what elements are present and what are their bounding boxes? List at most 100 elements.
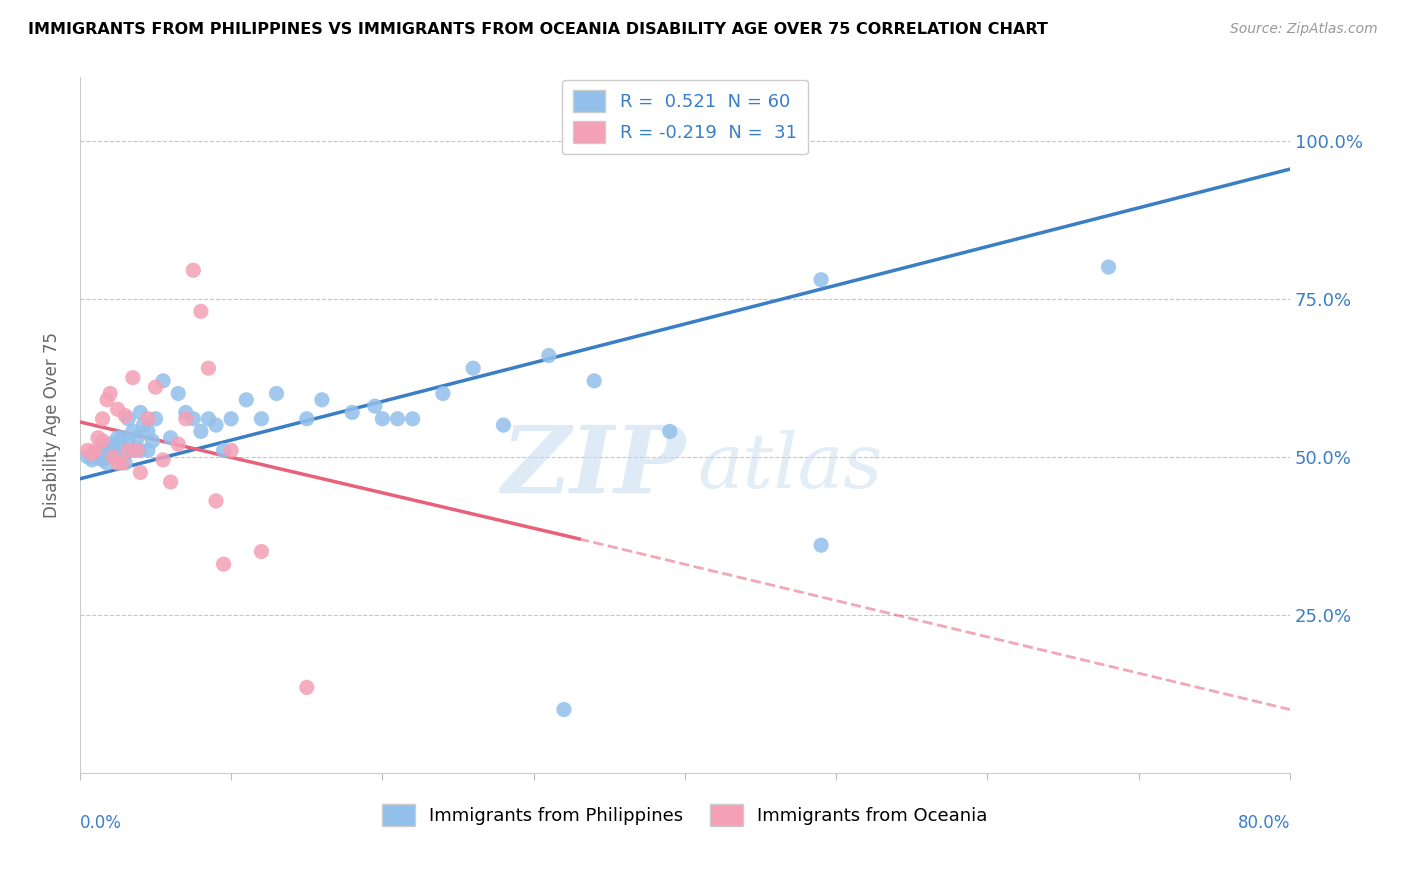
Point <box>111 431 134 445</box>
Point <box>91 453 114 467</box>
Point <box>266 386 288 401</box>
Point <box>91 411 114 425</box>
Point <box>190 425 212 439</box>
Point <box>212 443 235 458</box>
Point <box>295 681 318 695</box>
Point <box>98 443 121 458</box>
Point <box>152 453 174 467</box>
Point <box>117 411 139 425</box>
Point <box>250 411 273 425</box>
Point <box>463 361 485 376</box>
Point <box>76 443 98 458</box>
Point <box>250 544 273 558</box>
Point <box>658 425 681 439</box>
Point <box>197 361 219 376</box>
Point <box>492 418 515 433</box>
Point <box>235 392 257 407</box>
Point <box>91 443 114 458</box>
Point <box>152 374 174 388</box>
Point <box>96 446 118 460</box>
Point <box>121 425 143 439</box>
Point <box>114 446 136 460</box>
Point <box>181 263 204 277</box>
Point <box>136 425 159 439</box>
Text: 0.0%: 0.0% <box>80 814 122 832</box>
Point <box>810 273 832 287</box>
Point <box>205 494 228 508</box>
Point <box>107 456 129 470</box>
Point <box>432 386 454 401</box>
Text: atlas: atlas <box>697 430 883 504</box>
Point <box>98 386 121 401</box>
Point <box>96 440 118 454</box>
Point <box>167 437 190 451</box>
Point <box>145 380 167 394</box>
Point <box>107 437 129 451</box>
Point <box>80 446 103 460</box>
Point <box>76 450 98 464</box>
Point <box>84 446 107 460</box>
Point <box>101 450 124 464</box>
Point <box>205 418 228 433</box>
Point <box>219 411 242 425</box>
Point <box>96 392 118 407</box>
Point <box>127 443 149 458</box>
Point <box>159 475 181 489</box>
Point <box>810 538 832 552</box>
Point <box>101 450 124 464</box>
Point <box>197 411 219 425</box>
Text: 80.0%: 80.0% <box>1237 814 1291 832</box>
Point <box>190 304 212 318</box>
Point <box>219 443 242 458</box>
Point <box>107 402 129 417</box>
Legend: Immigrants from Philippines, Immigrants from Oceania: Immigrants from Philippines, Immigrants … <box>375 797 995 833</box>
Point <box>212 557 235 571</box>
Point <box>98 437 121 451</box>
Point <box>553 702 575 716</box>
Point <box>129 405 152 419</box>
Point <box>111 456 134 470</box>
Point <box>136 443 159 458</box>
Point <box>87 450 110 465</box>
Point <box>401 411 423 425</box>
Point <box>159 431 181 445</box>
Point <box>96 456 118 470</box>
Text: Source: ZipAtlas.com: Source: ZipAtlas.com <box>1230 22 1378 37</box>
Point <box>537 349 560 363</box>
Text: ZIP: ZIP <box>501 422 685 512</box>
Text: IMMIGRANTS FROM PHILIPPINES VS IMMIGRANTS FROM OCEANIA DISABILITY AGE OVER 75 CO: IMMIGRANTS FROM PHILIPPINES VS IMMIGRANT… <box>28 22 1047 37</box>
Point <box>174 411 197 425</box>
Point <box>117 434 139 448</box>
Point <box>1097 260 1119 274</box>
Point <box>117 443 139 458</box>
Point <box>111 450 134 464</box>
Point <box>181 411 204 425</box>
Point <box>107 431 129 445</box>
Point <box>91 434 114 448</box>
Point <box>101 443 124 458</box>
Point <box>87 431 110 445</box>
Point <box>114 456 136 470</box>
Point <box>387 411 409 425</box>
Y-axis label: Disability Age Over 75: Disability Age Over 75 <box>44 332 60 518</box>
Point <box>364 399 387 413</box>
Point <box>295 411 318 425</box>
Point <box>141 434 163 448</box>
Point <box>80 453 103 467</box>
Point <box>340 405 363 419</box>
Point <box>174 405 197 419</box>
Point <box>132 418 155 433</box>
Point <box>121 443 143 458</box>
Point <box>129 443 152 458</box>
Point <box>145 411 167 425</box>
Point <box>129 466 152 480</box>
Point <box>136 411 159 425</box>
Point <box>114 409 136 423</box>
Point <box>127 431 149 445</box>
Point <box>121 370 143 384</box>
Point <box>84 443 107 458</box>
Point <box>371 411 394 425</box>
Point <box>311 392 333 407</box>
Point <box>583 374 606 388</box>
Point <box>167 386 190 401</box>
